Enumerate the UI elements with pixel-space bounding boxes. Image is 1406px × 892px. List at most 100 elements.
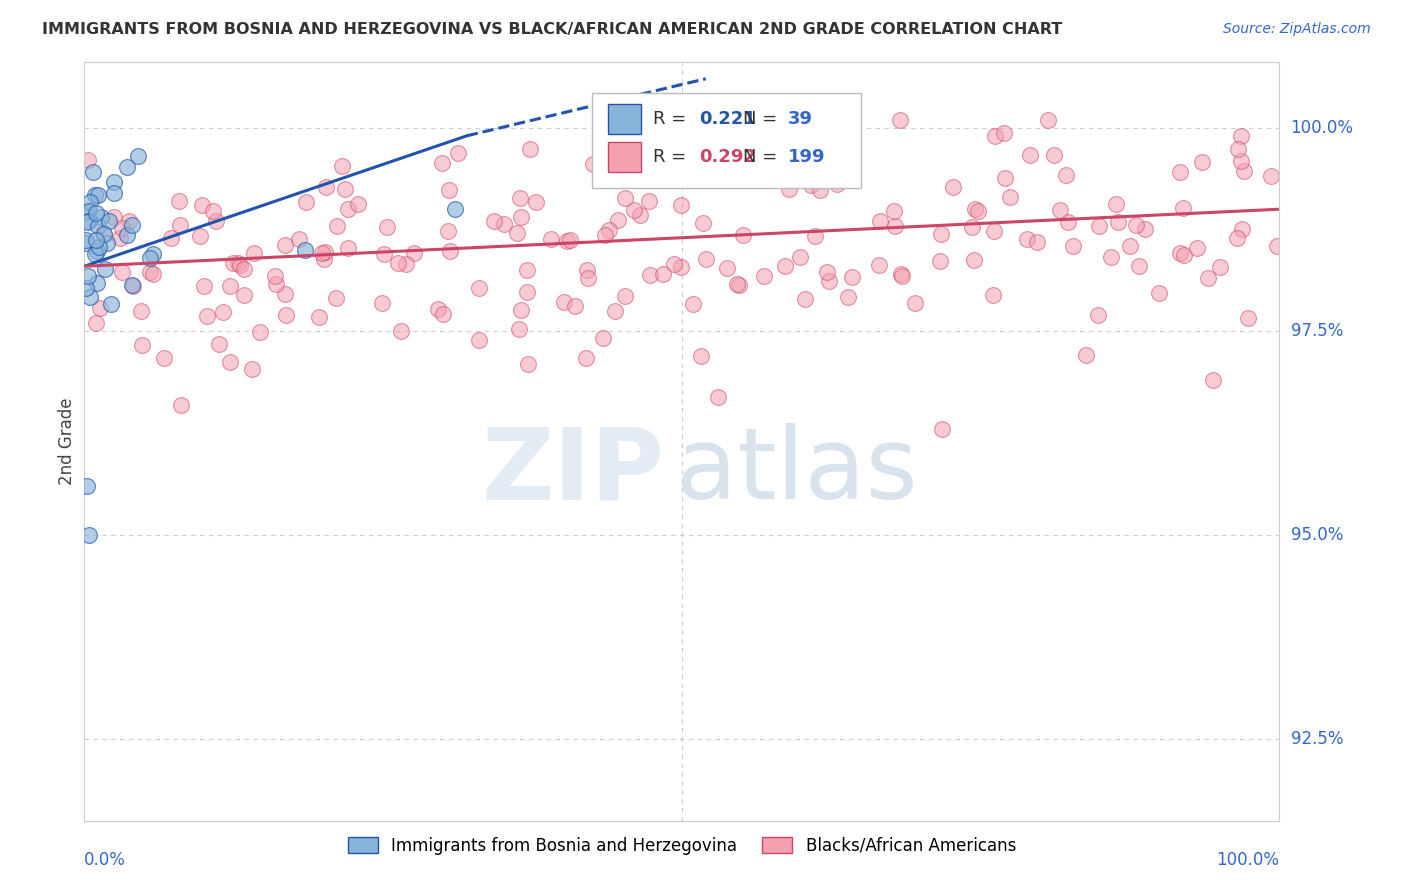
Point <box>373 246 395 260</box>
Point <box>76 153 98 167</box>
Point <box>1133 221 1156 235</box>
Point <box>754 268 776 283</box>
Text: 100.0%: 100.0% <box>1216 851 1279 869</box>
Point <box>1074 348 1097 362</box>
Point <box>89 301 111 316</box>
Point <box>689 350 711 364</box>
Point <box>314 252 336 266</box>
Point <box>510 302 533 317</box>
Point <box>1019 148 1042 162</box>
Point <box>614 288 637 302</box>
Point <box>775 259 797 273</box>
Point <box>240 361 263 376</box>
Point <box>274 238 297 252</box>
Text: 97.5%: 97.5% <box>1291 323 1343 341</box>
Point <box>603 303 626 318</box>
Point <box>111 265 134 279</box>
Point <box>606 212 628 227</box>
Text: R =: R = <box>654 148 692 166</box>
Point <box>274 308 297 322</box>
Point <box>444 202 467 217</box>
Point <box>103 175 125 189</box>
Point <box>263 269 285 284</box>
Point <box>142 267 165 281</box>
Point <box>931 227 953 241</box>
Point <box>1107 215 1129 229</box>
Point <box>994 171 1017 186</box>
Point <box>79 290 101 304</box>
Point <box>558 233 581 247</box>
Point <box>1119 239 1142 253</box>
Point <box>233 262 256 277</box>
Point <box>889 112 911 127</box>
Point <box>1105 197 1128 211</box>
Point <box>1260 169 1282 184</box>
Point <box>1191 155 1213 169</box>
Point <box>90 210 112 224</box>
Point <box>883 219 905 233</box>
Point <box>1128 260 1150 274</box>
Point <box>818 173 841 187</box>
Point <box>249 325 271 339</box>
Point <box>1168 165 1191 179</box>
Point <box>110 231 132 245</box>
Point <box>1197 270 1219 285</box>
Point <box>1099 250 1122 264</box>
Point <box>436 224 458 238</box>
Point <box>904 296 927 310</box>
Point <box>1170 245 1192 260</box>
Point <box>129 303 152 318</box>
Point <box>793 292 815 306</box>
Point <box>759 170 782 185</box>
Point <box>93 227 115 241</box>
Point <box>993 126 1015 140</box>
Point <box>962 252 984 267</box>
Point <box>127 149 149 163</box>
Point <box>717 167 740 181</box>
Point <box>188 229 211 244</box>
Point <box>998 189 1021 203</box>
Point <box>582 157 605 171</box>
Point <box>308 310 330 325</box>
Text: ZIP: ZIP <box>481 424 664 520</box>
Point <box>1173 248 1195 262</box>
Point <box>1237 310 1260 325</box>
Point <box>1265 239 1288 253</box>
Point <box>375 220 398 235</box>
Point <box>669 198 692 212</box>
Text: 39: 39 <box>789 111 813 128</box>
Point <box>834 128 856 143</box>
Point <box>779 172 801 186</box>
Point <box>815 265 838 279</box>
Point <box>1049 203 1071 218</box>
Point <box>929 253 952 268</box>
Point <box>630 158 652 172</box>
Point <box>98 214 121 228</box>
Point <box>1187 241 1209 255</box>
Point <box>1229 129 1251 144</box>
Point <box>336 202 359 216</box>
Point <box>983 224 1005 238</box>
Point <box>228 258 250 272</box>
Point <box>727 278 749 293</box>
Point <box>432 307 454 321</box>
Point <box>111 220 134 235</box>
Point <box>1230 222 1253 236</box>
Point <box>519 143 541 157</box>
Point <box>201 204 224 219</box>
Point <box>506 227 529 241</box>
Point <box>468 333 491 347</box>
Point <box>288 232 311 246</box>
Point <box>808 184 831 198</box>
Point <box>169 219 191 233</box>
Point <box>575 351 598 366</box>
Point <box>169 398 191 412</box>
Point <box>439 244 461 258</box>
Point <box>86 244 108 259</box>
Point <box>576 263 599 277</box>
Point <box>75 233 97 247</box>
Point <box>1087 309 1109 323</box>
Point <box>1202 373 1225 387</box>
Point <box>332 159 354 173</box>
Text: N =: N = <box>742 148 783 166</box>
